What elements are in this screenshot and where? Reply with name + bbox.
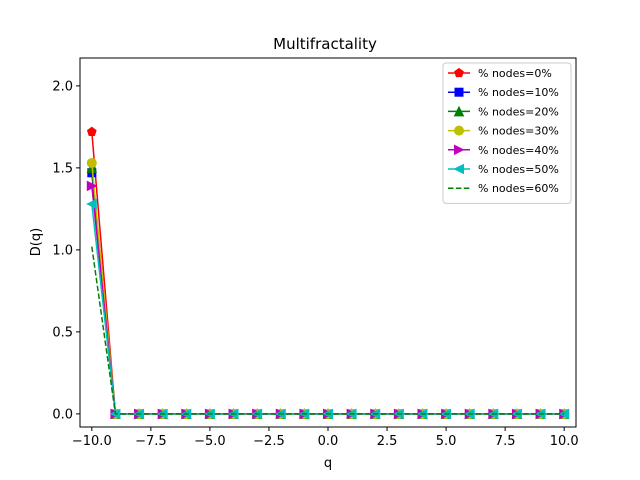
- data-point: [86, 180, 98, 192]
- x-tick-label: 5.0: [436, 434, 457, 449]
- legend-item: % nodes=60%: [448, 182, 559, 195]
- x-tick-label: 10.0: [550, 434, 579, 449]
- y-tick-label: 1.5: [52, 161, 73, 176]
- legend-marker: [454, 144, 465, 156]
- x-tick-label: 7.5: [495, 434, 516, 449]
- y-axis-label: D(q): [29, 228, 44, 256]
- x-tick-label: −10.0: [72, 434, 112, 449]
- legend-item: % nodes=20%: [448, 105, 559, 118]
- legend-marker: [453, 105, 465, 117]
- y-tick-label: 0.0: [52, 407, 73, 422]
- legend-label: % nodes=0%: [478, 67, 552, 80]
- legend-box: [442, 62, 572, 204]
- y-tick-label: 1.0: [52, 243, 73, 258]
- data-point: [86, 157, 97, 168]
- x-axis-label: q: [324, 456, 332, 471]
- legend-label: % nodes=20%: [478, 105, 559, 118]
- legend-marker: [453, 163, 464, 175]
- y-tick-label: 0.5: [52, 325, 73, 340]
- chart-title: Multifractality: [273, 35, 377, 53]
- x-tick-label: −7.5: [135, 434, 167, 449]
- x-tick-label: −2.5: [253, 434, 285, 449]
- legend-marker: [454, 125, 464, 136]
- series-6: [91, 246, 565, 415]
- x-axis: −10.0 −7.5 −5.0 −2.5 0.0 2.5 5.0 7.5 10.0: [72, 427, 579, 449]
- data-point: [558, 408, 570, 420]
- x-tick-label: 2.5: [377, 434, 398, 449]
- legend-item: % nodes=40%: [448, 144, 559, 157]
- legend-label: % nodes=10%: [478, 86, 559, 99]
- series-layer: [86, 126, 570, 420]
- legend-label: % nodes=50%: [478, 163, 559, 176]
- x-tick-label: −5.0: [194, 434, 226, 449]
- series-line: [91, 246, 565, 415]
- y-axis: 0.0 0.5 1.0 1.5 2.0: [52, 79, 80, 422]
- legend-label: % nodes=60%: [478, 182, 559, 195]
- legend-marker: [454, 87, 464, 97]
- plot-area: [79, 57, 577, 428]
- legend-item: % nodes=30%: [448, 125, 559, 138]
- legend-item: % nodes=0%: [448, 67, 552, 80]
- legend-marker: [454, 67, 464, 78]
- legend-label: % nodes=40%: [478, 144, 559, 157]
- legend: % nodes=0% % nodes=10% % nodes=20% % nodes=…: [442, 62, 572, 204]
- y-tick-label: 2.0: [52, 79, 73, 94]
- data-point: [86, 198, 97, 210]
- legend-label: % nodes=30%: [478, 125, 559, 138]
- data-point: [86, 126, 97, 136]
- x-tick-label: 0.0: [318, 434, 339, 449]
- legend-item: % nodes=10%: [448, 86, 559, 99]
- legend-item: % nodes=50%: [448, 163, 559, 176]
